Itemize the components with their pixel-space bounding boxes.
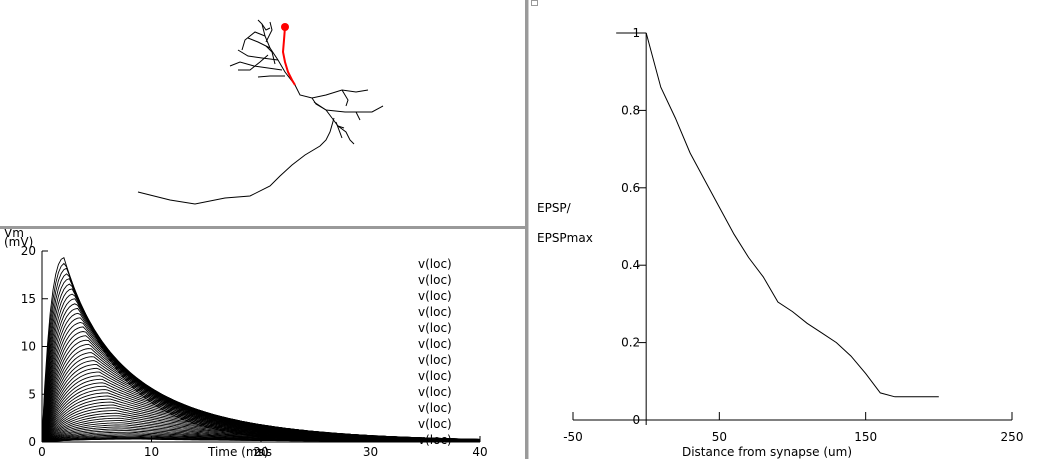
legend-entry: v(loc) <box>418 257 452 271</box>
x-tick-label: 10 <box>144 445 159 459</box>
epsp-y-tick-label: 0.8 <box>621 103 640 117</box>
dendrite-tree <box>137 19 384 205</box>
dendrite-branch <box>261 23 271 31</box>
epsp-x-tick-label: 50 <box>712 430 727 444</box>
dendrite-branch <box>294 84 369 99</box>
y-tick-label: 0 <box>28 435 36 449</box>
legend-entry: v(loc) <box>418 289 452 303</box>
y-axis-label: Vm <box>4 229 24 240</box>
selected-dendrite-path <box>281 26 296 86</box>
synapse-marker[interactable] <box>281 23 289 31</box>
neuron-morphology[interactable] <box>0 0 525 226</box>
y-tick-label: 20 <box>21 244 36 258</box>
epsp-y-tick-label: 0.4 <box>621 258 640 272</box>
epsp-x-tick-label: -50 <box>563 430 583 444</box>
epsp-y-axis-label-2: EPSPmax <box>537 231 593 245</box>
y-axis-unit-label: (mV) <box>4 235 33 249</box>
dendrite-branch <box>238 54 269 71</box>
x-axis-unit-overlay: ms <box>254 445 272 459</box>
dendrite-branch <box>265 45 276 65</box>
dendrite-branch <box>265 21 273 43</box>
x-tick-label: 30 <box>363 445 378 459</box>
voltage-trace <box>41 273 480 443</box>
dendrite-branch <box>241 31 266 51</box>
dendrite-branch <box>313 101 327 111</box>
epsp-x-tick-label: 250 <box>1001 430 1024 444</box>
legend-entry: v(loc) <box>418 353 452 367</box>
legend-entry: v(loc) <box>418 273 452 287</box>
dendrite-branch <box>137 117 335 205</box>
x-tick-label: 0 <box>38 445 46 459</box>
epsp-distance-graph[interactable]: -50 50 150 25000.20.40.60.81EPSP/EPSPmaxDis… <box>529 6 1040 459</box>
right-panel-corner-handle[interactable] <box>531 0 538 6</box>
voltage-graph-panel[interactable]: 0 10 20 30 40 0 5 10 15 20 Vm (mV) Time (ms) ms v(loc)… <box>0 229 525 459</box>
voltage-trace <box>41 257 480 443</box>
epsp-y-tick-label: 0.2 <box>621 336 640 350</box>
voltage-trace <box>41 312 480 443</box>
y-tick-label: 10 <box>21 340 36 354</box>
dendrite-branch <box>229 61 283 71</box>
epsp-distance-panel[interactable]: -50 50 150 250 0 0.2 0.4 0.6 0.8 1 EPSP/EPSPmax Dis… <box>529 6 1040 459</box>
dendrite-branch <box>311 97 333 119</box>
x-tick-label: 20 <box>253 445 268 459</box>
morphology-panel[interactable] <box>0 0 525 226</box>
voltage-trace <box>41 307 480 443</box>
legend-entry: v(loc) <box>418 417 452 431</box>
epsp-y-axis-label: EPSP/ <box>537 201 572 215</box>
epsp-y-tick-label: 0.6 <box>621 181 640 195</box>
legend-entry: v(loc) <box>418 305 452 319</box>
legend-entry: v(loc) <box>418 321 452 335</box>
legend-entry: v(loc) <box>418 401 452 415</box>
x-tick-label: 40 <box>472 445 487 459</box>
right-panel-edge <box>528 0 529 459</box>
voltage-graph[interactable]: 0 10 20 30 40 0 5 10 15 20 Vm(mV) Time (ms)ms v(loc)… <box>0 229 525 459</box>
epsp-y-tick-label: 0 <box>633 413 641 427</box>
voltage-traces <box>41 257 481 443</box>
dendrite-branch <box>355 111 361 121</box>
voltage-trace <box>41 293 480 443</box>
dendrite-branch <box>331 117 355 145</box>
selected-path <box>281 26 296 86</box>
legend-entry: v(loc) <box>418 369 452 383</box>
epsp-x-axis-label: Distance from synapse (um) <box>682 445 852 459</box>
legend-entry: v(loc) <box>418 337 452 351</box>
y-tick-label: 15 <box>21 292 36 306</box>
y-tick-label: 5 <box>28 387 36 401</box>
dendrite-branch <box>325 105 384 113</box>
vertical-splitter[interactable] <box>525 0 528 459</box>
dendrite-branch <box>337 125 345 129</box>
dendrite-branch <box>341 89 349 107</box>
epsp-x-tick-label: 150 <box>854 430 877 444</box>
epsp-series-line <box>645 32 939 398</box>
dendrite-branch <box>335 121 343 139</box>
dendrite-branch <box>237 49 279 61</box>
x-axis-label: Time (ms) <box>207 445 269 459</box>
dendrite-branch <box>257 75 285 78</box>
legend-entry: v(loc) <box>418 385 452 399</box>
horizontal-splitter[interactable] <box>0 226 525 229</box>
